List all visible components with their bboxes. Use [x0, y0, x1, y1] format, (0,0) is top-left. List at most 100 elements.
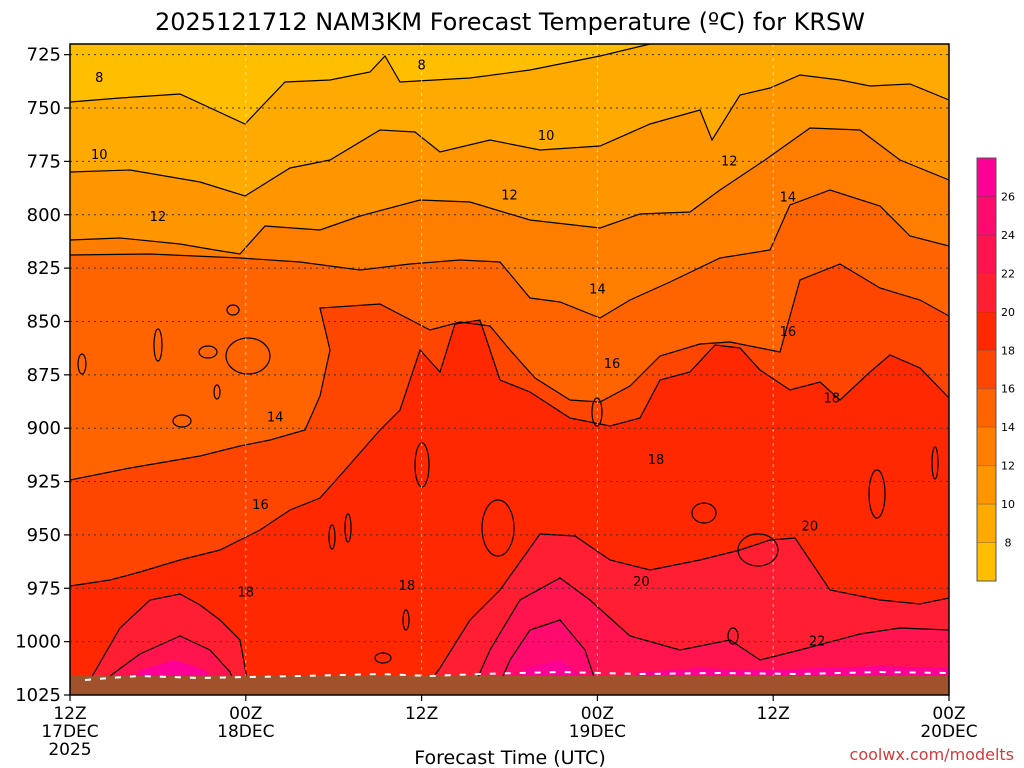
contour-label: 20	[802, 519, 819, 534]
contour-label: 14	[589, 282, 606, 297]
contour-22	[109, 577, 949, 695]
contour-label: 12	[150, 210, 167, 225]
contour-labels: 8 8 10 10 12 12 12 14 14 14 16 16 16 18 18 18 18 20 20 22	[91, 58, 840, 649]
x-tick-label: 12Z	[53, 704, 86, 724]
contour-island	[402, 609, 410, 631]
contour-label: 10	[91, 148, 108, 163]
contour-label: 8	[95, 71, 103, 86]
colorbar-swatch	[977, 350, 996, 389]
contour-island	[172, 414, 192, 428]
credit-text: coolwx.com/modelts	[850, 745, 1014, 764]
contour-lines	[70, 44, 949, 695]
contour-island	[153, 328, 163, 362]
contour-island	[198, 345, 218, 359]
colorbar-swatch	[977, 196, 996, 235]
contour-label: 8	[417, 58, 425, 73]
contour-20	[89, 533, 949, 695]
contour-label: 12	[501, 189, 518, 204]
chart-title: 2025121712 NAM3KM Forecast Temperature (…	[155, 8, 865, 36]
contour-label: 12	[721, 154, 738, 169]
contour-island	[374, 652, 392, 664]
colorbar: 8 10 12 14 16 18 20 22 24 26	[976, 157, 1015, 582]
contour-label: 22	[809, 635, 826, 650]
contour-island	[213, 384, 221, 400]
y-tick-label: 825	[27, 258, 61, 279]
colorbar-label: 26	[1001, 190, 1015, 203]
y-tick-label: 850	[27, 311, 61, 332]
y-tick-label: 1000	[15, 632, 61, 653]
contour-label: 18	[238, 586, 255, 601]
y-tick-label: 950	[27, 525, 61, 546]
colorbar-label: 18	[1001, 344, 1015, 357]
y-tick-label: 925	[27, 472, 61, 493]
contour-label: 14	[780, 191, 797, 206]
colorbar-label: 12	[1001, 460, 1015, 473]
contour-label: 16	[252, 498, 269, 513]
y-tick-label: 725	[27, 45, 61, 66]
colorbar-label: 24	[1001, 229, 1015, 242]
colorbar-swatch	[977, 234, 996, 274]
grid-lines	[70, 44, 949, 695]
colorbar-swatch	[977, 427, 996, 466]
contour-12	[70, 127, 949, 255]
contour-label: 20	[633, 575, 650, 590]
contour-8	[70, 44, 651, 125]
contour-18	[70, 319, 949, 587]
contour-label: 18	[824, 391, 841, 406]
colorbar-swatch	[977, 504, 996, 543]
contour-label: 14	[267, 411, 284, 426]
x-axis-title: Forecast Time (UTC)	[414, 747, 605, 768]
contour-island	[868, 469, 886, 519]
contour-label: 16	[604, 357, 621, 372]
contour-island	[226, 304, 240, 316]
plot-frame	[69, 43, 950, 696]
colorbar-swatch	[977, 542, 996, 581]
contour-island	[591, 397, 603, 427]
x-tick-label: 12Z	[405, 704, 438, 724]
x-tick-date-label: 20DEC	[920, 722, 977, 742]
y-tick-label: 775	[27, 151, 61, 172]
colorbar-swatch	[977, 273, 996, 312]
surface-edge	[84, 670, 949, 681]
y-tick-label: 800	[27, 205, 61, 226]
band-22-24	[95, 578, 949, 695]
y-tick-label: 900	[27, 418, 61, 439]
y-axis: 725 750 775 800 825 850 875 900 925 950 975 1000 102…	[15, 45, 70, 706]
contour-label: 18	[648, 453, 665, 468]
colorbar-swatch	[977, 465, 996, 505]
x-tick-date-label: 19DEC	[569, 722, 626, 742]
contour-label: 18	[399, 579, 416, 594]
colorbar-label: 8	[1005, 537, 1012, 550]
contour-label: 10	[538, 129, 555, 144]
contour-16	[70, 263, 949, 481]
contour-10	[70, 74, 949, 197]
x-tick-label: 00Z	[229, 704, 262, 724]
contour-island	[328, 524, 336, 550]
colorbar-label: 22	[1001, 267, 1015, 280]
contour-label: 16	[780, 325, 797, 340]
colorbar-label: 14	[1001, 421, 1015, 434]
x-tick-label: 00Z	[581, 704, 614, 724]
x-tick-label: 12Z	[757, 704, 790, 724]
contour-island	[727, 627, 739, 645]
y-tick-label: 875	[27, 365, 61, 386]
contour-24	[494, 619, 601, 695]
contour-island	[737, 533, 779, 567]
contour-14	[70, 189, 949, 319]
x-tick-label: 00Z	[932, 704, 965, 724]
colorbar-label: 16	[1001, 383, 1015, 396]
contour-island	[931, 446, 939, 480]
contour-island	[481, 499, 515, 557]
plot-area: 8 8 10 10 12 12 12 14 14 14 16 16 16 18 18 18 18 20 20 22	[69, 43, 950, 696]
colorbar-swatch	[977, 158, 996, 197]
colorbar-label: 10	[1001, 498, 1015, 511]
contour-island	[344, 513, 352, 543]
contour-island	[77, 353, 87, 375]
surface-terrain	[70, 676, 949, 695]
colorbar-frame	[976, 157, 997, 582]
y-tick-label: 1025	[15, 685, 61, 706]
y-tick-label: 975	[27, 578, 61, 599]
x-tick-date-label: 17DEC	[41, 722, 98, 742]
